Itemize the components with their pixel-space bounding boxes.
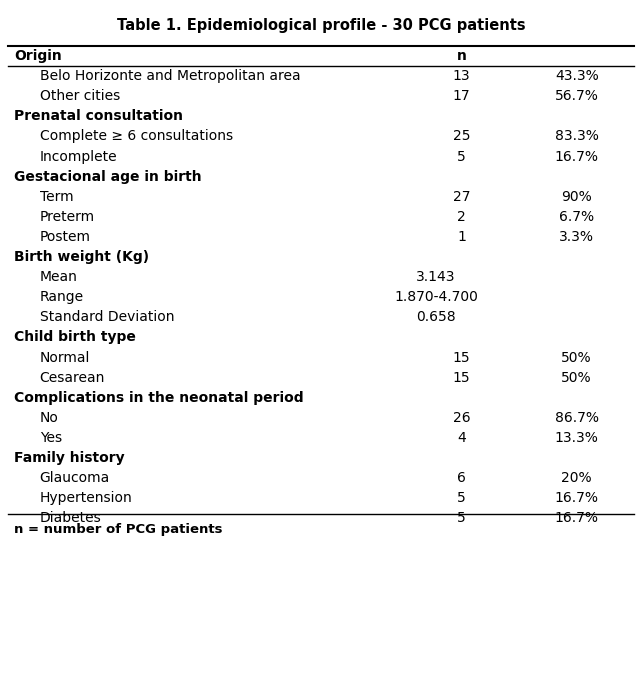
Text: Other cities: Other cities [40, 90, 120, 103]
Text: Glaucoma: Glaucoma [40, 471, 110, 485]
Text: 13: 13 [453, 69, 471, 83]
Text: 16.7%: 16.7% [555, 511, 599, 525]
Text: 86.7%: 86.7% [555, 411, 599, 425]
Text: 5: 5 [457, 491, 466, 505]
Text: Origin: Origin [14, 49, 62, 63]
Text: 5: 5 [457, 511, 466, 525]
Text: Table 1. Epidemiological profile - 30 PCG patients: Table 1. Epidemiological profile - 30 PC… [117, 18, 525, 34]
Text: 83.3%: 83.3% [555, 129, 598, 144]
Text: Mean: Mean [40, 270, 78, 284]
Text: Belo Horizonte and Metropolitan area: Belo Horizonte and Metropolitan area [40, 69, 300, 83]
Text: Family history: Family history [14, 451, 125, 465]
Text: 0.658: 0.658 [416, 311, 456, 324]
Text: 1: 1 [457, 230, 466, 244]
Text: 50%: 50% [561, 371, 592, 384]
Text: Diabetes: Diabetes [40, 511, 101, 525]
Text: Hypertension: Hypertension [40, 491, 132, 505]
Text: 17: 17 [453, 90, 471, 103]
Text: 2: 2 [457, 210, 466, 224]
Text: 3.143: 3.143 [416, 270, 456, 284]
Text: 25: 25 [453, 129, 471, 144]
Text: Child birth type: Child birth type [14, 330, 136, 345]
Text: 50%: 50% [561, 350, 592, 365]
Text: 4: 4 [457, 431, 466, 445]
Text: No: No [40, 411, 58, 425]
Text: Incomplete: Incomplete [40, 150, 117, 163]
Text: Preterm: Preterm [40, 210, 95, 224]
Text: Birth weight (Kg): Birth weight (Kg) [14, 250, 150, 264]
Text: 20%: 20% [561, 471, 592, 485]
Text: 13.3%: 13.3% [555, 431, 598, 445]
Text: Term: Term [40, 189, 73, 204]
Text: Prenatal consultation: Prenatal consultation [14, 109, 183, 123]
Text: 16.7%: 16.7% [555, 491, 599, 505]
Text: 6: 6 [457, 471, 466, 485]
Text: 1.870-4.700: 1.870-4.700 [394, 290, 478, 304]
Text: Complications in the neonatal period: Complications in the neonatal period [14, 391, 304, 405]
Text: Yes: Yes [40, 431, 62, 445]
Text: 15: 15 [453, 371, 471, 384]
Text: 15: 15 [453, 350, 471, 365]
Text: Range: Range [40, 290, 84, 304]
Text: 16.7%: 16.7% [555, 150, 599, 163]
Text: 3.3%: 3.3% [559, 230, 594, 244]
Text: 5: 5 [457, 150, 466, 163]
Text: n: n [456, 49, 467, 63]
Text: Postem: Postem [40, 230, 91, 244]
Text: 27: 27 [453, 189, 471, 204]
Text: 6.7%: 6.7% [559, 210, 594, 224]
Text: Standard Deviation: Standard Deviation [40, 311, 174, 324]
Text: Normal: Normal [40, 350, 90, 365]
Text: 43.3%: 43.3% [555, 69, 598, 83]
Text: Complete ≥ 6 consultations: Complete ≥ 6 consultations [40, 129, 233, 144]
Text: 56.7%: 56.7% [555, 90, 598, 103]
Text: Cesarean: Cesarean [40, 371, 105, 384]
Text: 26: 26 [453, 411, 471, 425]
Text: n = number of PCG patients: n = number of PCG patients [14, 523, 223, 536]
Text: Gestacional age in birth: Gestacional age in birth [14, 170, 202, 183]
Text: 90%: 90% [561, 189, 592, 204]
